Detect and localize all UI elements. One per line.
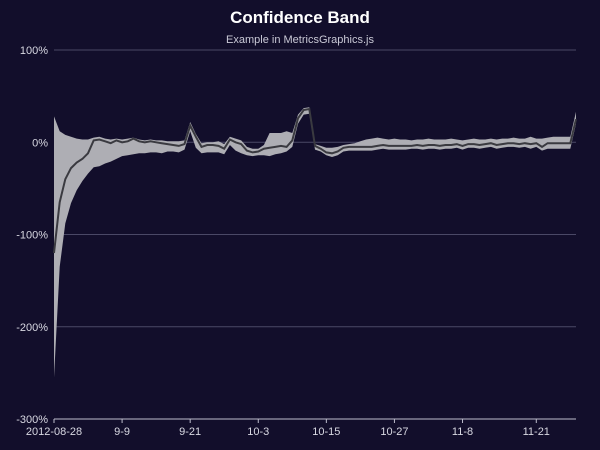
x-tick-label: 10-27: [380, 426, 408, 438]
y-tick-label: -100%: [16, 230, 48, 242]
grid-layer: [54, 49, 576, 328]
x-tick-label: 2012-08-28: [26, 426, 82, 438]
x-tick-label: 11-21: [523, 426, 550, 438]
y-tick-label: 0%: [32, 137, 48, 149]
line-layer: [53, 107, 577, 254]
chart-title: Confidence Band: [230, 8, 370, 27]
confidence-band: [54, 107, 576, 378]
y-tick-label: 100%: [20, 45, 48, 57]
y-tick-label: -300%: [16, 414, 48, 426]
y-tick-label: -200%: [16, 322, 48, 334]
x-tick-label: 10-3: [247, 426, 269, 438]
x-tick-label: 9-9: [114, 426, 130, 438]
axis-layer: 100% 0% -100% -200% -300%2012-08-28 9-9 9-21 10…: [16, 45, 576, 438]
chart-subtitle: Example in MetricsGraphics.js: [226, 34, 374, 46]
x-tick-label: 10-15: [312, 426, 340, 438]
series-line: [53, 107, 577, 254]
x-tick-label: 9-21: [179, 426, 201, 438]
x-tick-label: 11-8: [452, 426, 473, 438]
band-layer: [54, 107, 576, 378]
